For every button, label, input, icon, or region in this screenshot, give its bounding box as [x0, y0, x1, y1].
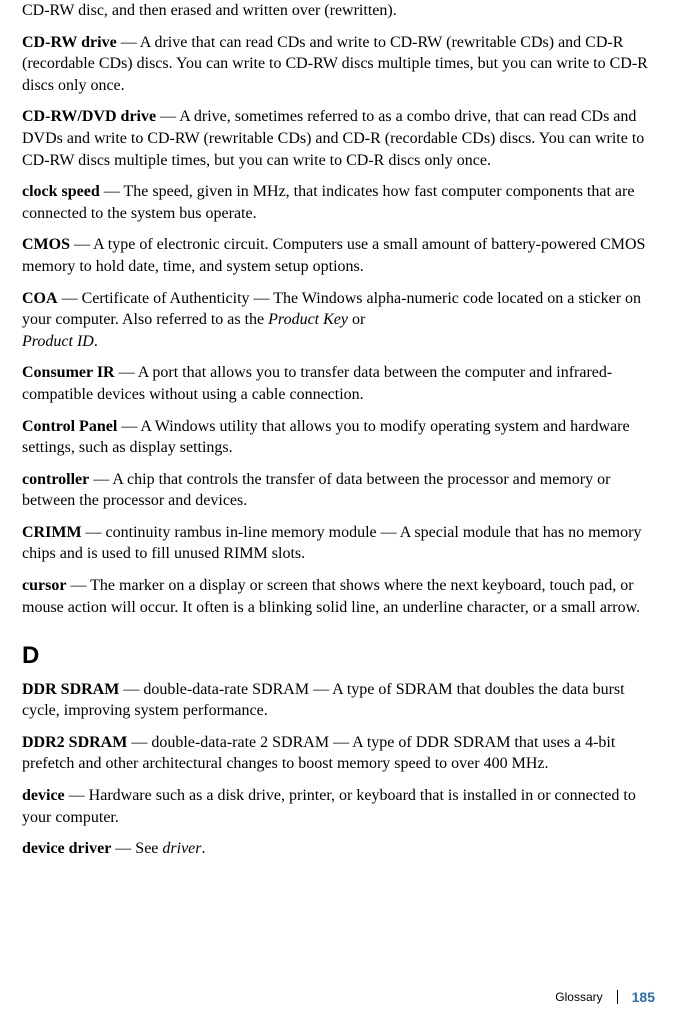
glossary-entry: CD-RW drive — A drive that can read CDs …	[22, 32, 655, 97]
entry-term: COA	[22, 290, 58, 307]
entry-text: CD-RW disc, and then erased and written …	[22, 2, 397, 19]
glossary-entry: Consumer IR — A port that allows you to …	[22, 362, 655, 405]
glossary-entry: CD-RW/DVD drive — A drive, sometimes ref…	[22, 106, 655, 171]
entry-italic: Product Key	[268, 311, 348, 328]
glossary-page: CD-RW disc, and then erased and written …	[0, 0, 677, 1029]
footer-divider	[617, 990, 618, 1004]
glossary-entry: device — Hardware such as a disk drive, …	[22, 785, 655, 828]
entry-text: — The speed, given in MHz, that indicate…	[22, 183, 634, 222]
entry-text: — The marker on a display or screen that…	[22, 577, 640, 616]
entry-term: CD-RW/DVD drive	[22, 108, 156, 125]
page-footer: Glossary 185	[555, 989, 655, 1005]
footer-label: Glossary	[555, 990, 602, 1004]
section-heading: D	[22, 640, 655, 672]
glossary-entry: Control Panel — A Windows utility that a…	[22, 416, 655, 459]
entry-term: DDR SDRAM	[22, 681, 119, 698]
entry-italic: driver	[162, 840, 201, 857]
glossary-entry: DDR SDRAM — double-data-rate SDRAM — A t…	[22, 679, 655, 722]
entry-term: CRIMM	[22, 524, 82, 541]
entry-term: CMOS	[22, 236, 70, 253]
entry-text: — A chip that controls the transfer of d…	[22, 471, 610, 510]
glossary-content: CD-RW disc, and then erased and written …	[22, 0, 655, 860]
entry-term: controller	[22, 471, 89, 488]
entry-term: clock speed	[22, 183, 100, 200]
glossary-entry: CRIMM — continuity rambus in-line memory…	[22, 522, 655, 565]
entry-term: CD-RW drive	[22, 34, 117, 51]
glossary-entry: DDR2 SDRAM — double-data-rate 2 SDRAM — …	[22, 732, 655, 775]
glossary-entry: cursor — The marker on a display or scre…	[22, 575, 655, 618]
entry-text: — A type of electronic circuit. Computer…	[22, 236, 645, 275]
entry-text: — A drive that can read CDs and write to…	[22, 34, 648, 94]
glossary-entry: CMOS — A type of electronic circuit. Com…	[22, 234, 655, 277]
entry-text: .	[202, 840, 206, 857]
entry-term: device	[22, 787, 65, 804]
entry-term: cursor	[22, 577, 66, 594]
entry-term: device driver	[22, 840, 111, 857]
entry-text: — continuity rambus in-line memory modul…	[22, 524, 641, 563]
entry-term: Consumer IR	[22, 364, 115, 381]
entry-term: DDR2 SDRAM	[22, 734, 127, 751]
glossary-entry: device driver — See driver.	[22, 838, 655, 860]
entry-text: or	[348, 311, 365, 328]
glossary-entry: CD-RW disc, and then erased and written …	[22, 0, 655, 22]
page-number: 185	[632, 989, 655, 1005]
entry-italic: Product ID	[22, 333, 94, 350]
entry-term: Control Panel	[22, 418, 117, 435]
entry-text: — See	[111, 840, 162, 857]
glossary-entry: COA — Certificate of Authenticity — The …	[22, 288, 655, 353]
glossary-entry: clock speed — The speed, given in MHz, t…	[22, 181, 655, 224]
entry-text: — Hardware such as a disk drive, printer…	[22, 787, 636, 826]
glossary-entry: controller — A chip that controls the tr…	[22, 469, 655, 512]
entry-text: .	[94, 333, 98, 350]
